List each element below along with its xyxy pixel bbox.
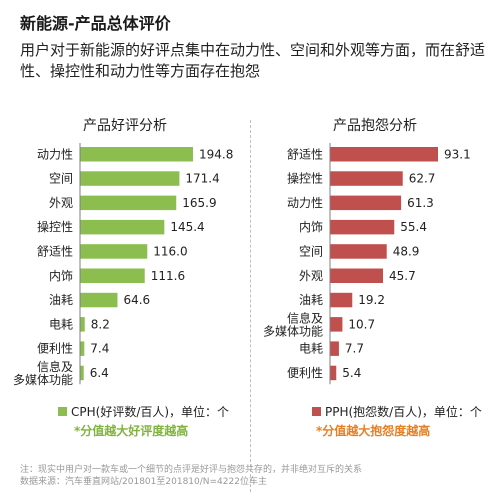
praise-bar [80,365,84,381]
complaint-value-label: 55.4 [400,220,427,234]
complaint-category-label: 舒适性 [287,147,323,161]
complaint-category-label: 油耗 [299,293,323,307]
praise-value-label: 111.6 [151,269,185,283]
complaint-bar [330,317,343,332]
complaint-bar [330,171,403,186]
praise-bar [80,244,148,259]
praise-bar [80,195,177,211]
complaint-bar [330,244,387,259]
complaint-legend: PPH(抱怨数/百人)，单位：个 [312,403,482,420]
footer-source: 数据来源：汽车垂直网站/201801至201810/N=4222位车主 [20,477,267,487]
praise-category-label: 便利性 [37,342,73,356]
complaint-category-label: 内饰 [299,220,323,234]
praise-category-label: 油耗 [49,293,73,307]
praise-note: *分值越大好评度越高 [74,424,189,438]
praise-value-label: 145.4 [170,220,204,234]
praise-bar [80,292,118,308]
praise-category-label: 内饰 [49,269,73,283]
praise-category-label: 操控性 [37,219,73,234]
praise-bar [80,147,193,162]
complaint-legend-swatch [312,407,321,416]
complaint-category-label: 外观 [299,269,323,283]
praise-bar [80,341,85,356]
complaint-category-label: 便利性 [287,366,323,380]
complaint-category-label: 动力性 [287,196,323,210]
page-title: 新能源-产品总体评价 [20,14,171,33]
complaint-note: *分值越大抱怨度越高 [316,424,431,438]
praise-value-label: 7.4 [90,342,109,356]
intro-text: 用户对于新能源的好评点集中在动力性、空间和外观等方面，而在舒适性、操控性和动力性… [20,41,486,80]
complaint-bar [330,219,395,235]
complaint-value-label: 7.7 [345,342,364,356]
praise-bar [80,317,85,332]
complaint-category-label: 电耗 [299,342,323,356]
praise-value-label: 6.4 [90,366,109,380]
praise-legend-swatch [58,407,67,416]
praise-category-label: 舒适性 [37,244,73,258]
complaint-bar [330,292,353,308]
praise-category-label: 动力性 [37,147,73,161]
complaint-value-label: 48.9 [393,244,420,258]
complaint-bar [330,195,402,211]
praise-category-label: 空间 [49,172,73,186]
praise-bar [80,219,165,235]
praise-category-label: 电耗 [49,317,73,331]
chart-divider [250,120,251,492]
praise-value-label: 171.4 [185,172,219,186]
complaint-value-label: 19.2 [358,293,385,307]
complaint-bar [330,147,438,162]
complaint-value-label: 5.4 [342,366,361,380]
praise-category-label: 信息及多媒体功能 [13,359,73,387]
complaint-value-label: 93.1 [444,147,471,161]
complaint-legend-label: PPH(抱怨数/百人)，单位：个 [325,405,482,419]
praise-value-label: 64.6 [123,293,150,307]
praise-bar [80,268,145,283]
praise-legend-label: CPH(好评数/百人)，单位：个 [71,405,230,419]
praise-bar [80,171,180,186]
praise-value-label: 165.9 [182,196,216,210]
footer-note: 注：现实中用户对一款车或一个细节的点评是好评与抱怨共存的，并非绝对互斥的关系 [20,465,363,475]
complaint-chart-title: 产品抱怨分析 [333,118,417,134]
praise-value-label: 8.2 [91,317,110,331]
complaint-value-label: 45.7 [389,269,416,283]
complaint-bar [330,268,384,283]
praise-legend: CPH(好评数/百人)，单位：个 [58,403,229,420]
complaint-value-label: 62.7 [409,172,436,186]
complaint-value-label: 10.7 [348,317,375,331]
complaint-category-label: 信息及多媒体功能 [263,310,323,338]
complaint-category-label: 空间 [299,244,323,258]
praise-value-label: 194.8 [199,147,233,161]
praise-category-label: 外观 [49,196,73,210]
praise-value-label: 116.0 [153,244,187,258]
complaint-category-label: 操控性 [287,171,323,186]
complaint-bar [330,341,339,356]
complaint-bar [330,365,337,381]
praise-chart-title: 产品好评分析 [83,118,167,134]
complaint-value-label: 61.3 [407,196,434,210]
